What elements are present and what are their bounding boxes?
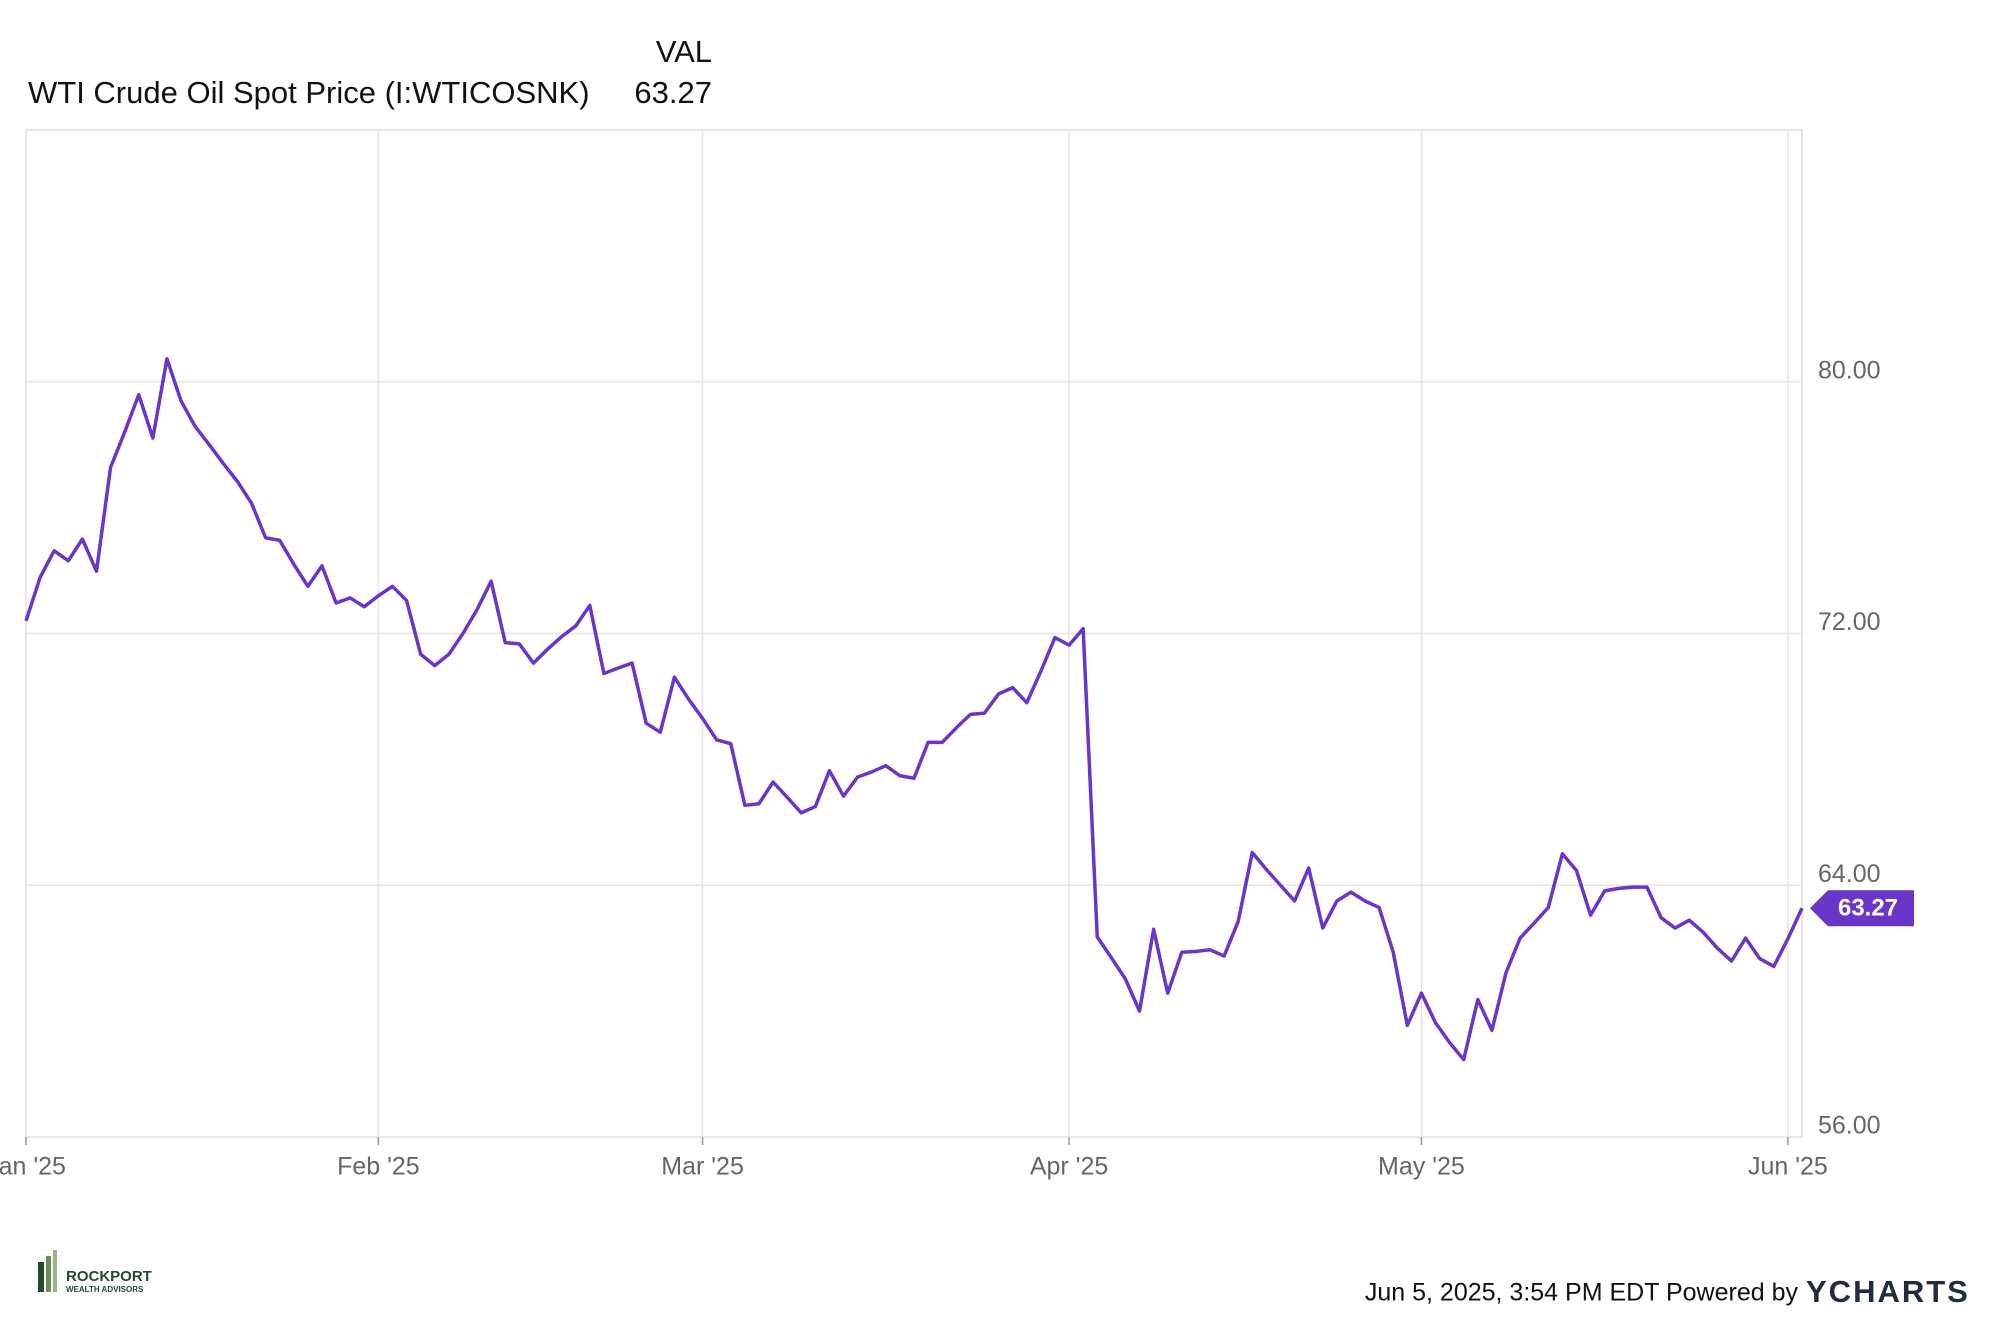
x-tick-label: Jun '25 — [1748, 1153, 1828, 1181]
y-tick-label: 72.00 — [1818, 608, 1881, 636]
x-tick-label: May '25 — [1378, 1153, 1465, 1181]
series-value: 63.27 — [634, 75, 712, 110]
y-tick-label: 64.00 — [1818, 860, 1881, 888]
series-name: WTI Crude Oil Spot Price (I:WTICOSNK) — [28, 75, 590, 110]
y-tick-label: 56.00 — [1818, 1112, 1881, 1140]
line — [24, 357, 1804, 1062]
x-tick-label: Jan '25 — [0, 1153, 66, 1181]
logo-tagline: WEALTH ADVISORS — [66, 1285, 144, 1294]
y-tick-label: 80.00 — [1818, 356, 1881, 384]
logo: ROCKPORT WEALTH ADVISORS — [38, 1250, 152, 1294]
last-value-label: 63.27 — [1838, 895, 1898, 922]
logo-bar — [46, 1256, 51, 1292]
x-tick-label: Feb '25 — [337, 1153, 420, 1181]
logo-name: ROCKPORT — [66, 1268, 152, 1285]
logo-bar — [38, 1262, 44, 1292]
logo-bar — [53, 1250, 57, 1292]
x-tick-label: Mar '25 — [661, 1153, 744, 1181]
footer: Jun 5, 2025, 3:54 PM EDT Powered by — [1365, 1279, 1799, 1307]
x-tick-label: Apr '25 — [1030, 1153, 1108, 1181]
last-value-tag — [1810, 890, 1914, 927]
header: VAL — [656, 34, 712, 69]
brand: YCHARTS — [1806, 1274, 1970, 1309]
